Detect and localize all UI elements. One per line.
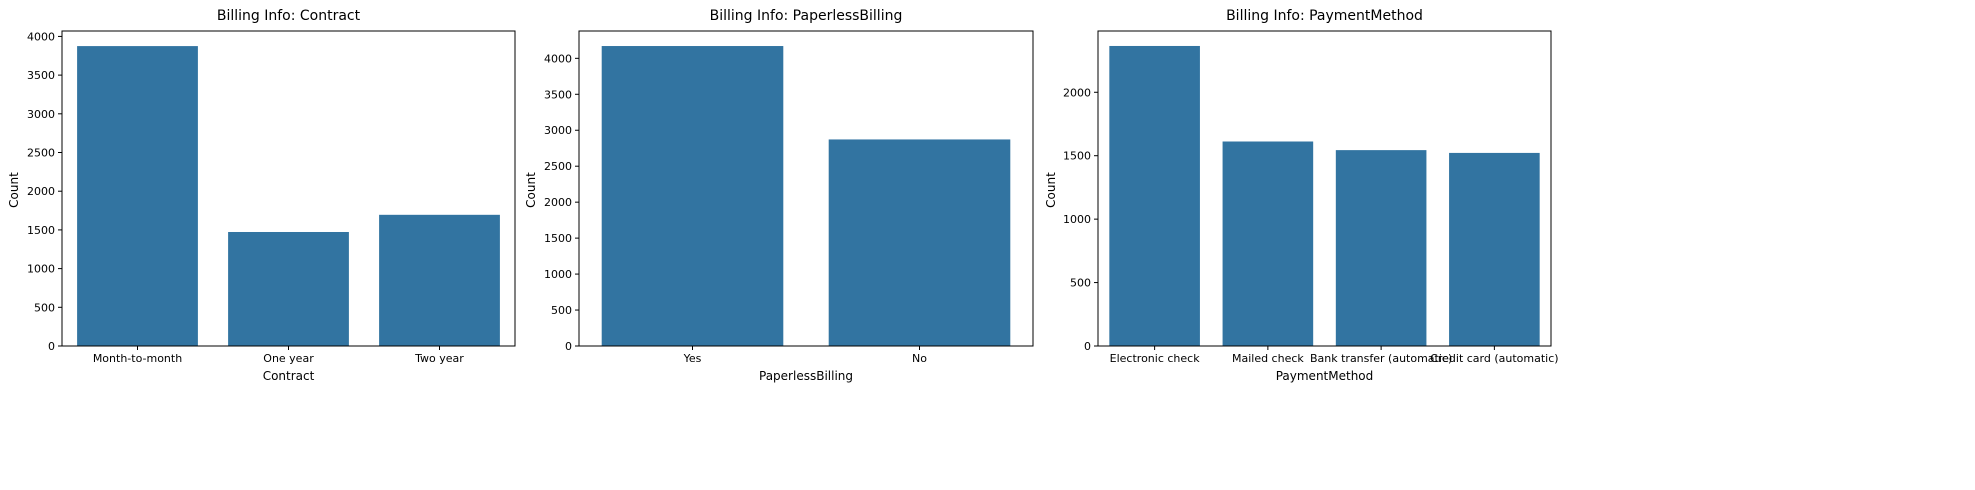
x-tick-label: Electronic check <box>1110 352 1201 365</box>
axes-frame <box>1097 30 1552 347</box>
bar <box>379 214 500 346</box>
bar <box>828 139 1011 346</box>
y-tick-label: 4000 <box>544 52 572 65</box>
bar <box>228 231 349 346</box>
y-tick-label: 2500 <box>27 147 55 160</box>
x-tick-group: Electronic check Mailed check Bank transfe… <box>1110 346 1559 365</box>
y-axis-label: Count <box>7 172 21 208</box>
y-tick-label: 0 <box>48 340 55 353</box>
chart-title: Billing Info: PaperlessBilling <box>710 8 903 24</box>
y-tick-label: 1500 <box>1063 150 1091 163</box>
y-tick-label: 2500 <box>544 160 572 173</box>
chart-payment-method: Billing Info: PaymentMethod PaymentMetho… <box>1044 8 1559 383</box>
chart-contract: Billing Info: Contract Contract Count 0 5… <box>7 8 516 383</box>
y-axis-label: Count <box>1044 172 1058 208</box>
y-tick-label: 1000 <box>1063 213 1091 226</box>
y-tick-label: 3000 <box>544 124 572 137</box>
y-tick-label: 2000 <box>27 185 55 198</box>
x-tick-label: One year <box>263 352 314 365</box>
chart-title: Billing Info: PaymentMethod <box>1226 8 1423 24</box>
y-tick-label: 0 <box>1084 340 1091 353</box>
x-axis-label: PaymentMethod <box>1276 369 1374 383</box>
bar <box>1109 45 1200 347</box>
x-tick-label: Yes <box>683 352 702 365</box>
y-tick-label: 500 <box>34 301 55 314</box>
y-tick-group: 0 500 1000 1500 2000 2500 3000 3500 4000 <box>544 52 579 353</box>
bar <box>1335 150 1427 346</box>
bar <box>77 46 198 347</box>
x-tick-label: No <box>912 352 927 365</box>
chart-title: Billing Info: Contract <box>217 8 361 24</box>
y-tick-label: 1500 <box>544 232 572 245</box>
x-tick-label: Month-to-month <box>93 352 182 365</box>
y-tick-label: 1000 <box>544 268 572 281</box>
y-tick-group: 0 500 1000 1500 2000 <box>1063 86 1098 353</box>
y-tick-label: 500 <box>551 304 572 317</box>
x-axis-label: PaperlessBilling <box>759 369 853 383</box>
y-tick-label: 2000 <box>544 196 572 209</box>
x-tick-label: Bank transfer (automatic) <box>1310 352 1452 365</box>
bar-group <box>601 46 1011 346</box>
bar-group <box>1109 45 1540 347</box>
x-tick-label: Mailed check <box>1232 352 1304 365</box>
bar-group <box>77 46 500 347</box>
y-tick-label: 0 <box>565 340 572 353</box>
x-axis-label: Contract <box>263 369 315 383</box>
y-tick-label: 4000 <box>27 30 55 43</box>
axes-frame <box>61 30 516 347</box>
bar <box>601 46 784 346</box>
x-tick-group: Month-to-month One year Two year <box>93 346 464 365</box>
y-tick-label: 3500 <box>27 69 55 82</box>
chart-paperless-billing: Billing Info: PaperlessBilling Paperless… <box>524 8 1034 383</box>
x-tick-group: Yes No <box>683 346 927 365</box>
y-tick-label: 500 <box>1070 277 1091 290</box>
x-tick-label: Credit card (automatic) <box>1430 352 1558 365</box>
bar <box>1222 141 1314 346</box>
y-tick-label: 1000 <box>27 263 55 276</box>
x-tick-label: Two year <box>414 352 464 365</box>
bar <box>1449 152 1540 346</box>
y-tick-label: 3000 <box>27 108 55 121</box>
y-tick-group: 0 500 1000 1500 2000 2500 3000 3500 4000 <box>27 30 62 353</box>
y-tick-label: 2000 <box>1063 86 1091 99</box>
y-axis-label: Count <box>524 172 538 208</box>
y-tick-label: 1500 <box>27 224 55 237</box>
axes-frame <box>578 30 1034 347</box>
y-tick-label: 3500 <box>544 88 572 101</box>
